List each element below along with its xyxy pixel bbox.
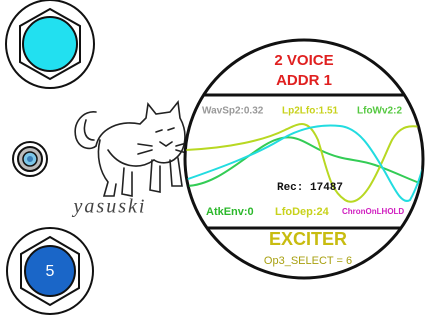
bottom-knob[interactable]: 5 [7, 228, 93, 314]
jack[interactable] [13, 142, 47, 176]
param-top: WavSp2:0.32 [202, 106, 264, 117]
param-top: LfoWv2:2 [357, 106, 402, 117]
logo: yasuski [72, 196, 147, 218]
param-top: Lp2Lfo:1.51 [282, 106, 339, 117]
page: {"knob_bottom": {"label": "5"}, "logo": … [0, 0, 425, 316]
display: 2 VOICE ADDR 1 WavSp2:0.32 Lp2Lfo:1.51 L… [185, 40, 425, 278]
selection-label: Op3_SELECT = 6 [264, 255, 352, 267]
readout: Rec: 17487 [277, 182, 343, 194]
param-bottom: AtkEnv:0 [206, 206, 254, 218]
module-panel: 5 yasuski 2 VOICE ADDR 1 WavSp2:0.32 [0, 0, 425, 316]
address-label: ADDR 1 [276, 72, 332, 89]
top-knob[interactable] [6, 0, 94, 88]
cat-drawing [75, 102, 190, 196]
param-bottom: ChronOnLHOLD [342, 207, 404, 216]
mode-label: EXCITER [269, 229, 347, 249]
voice-label: 2 VOICE [274, 52, 333, 69]
param-bottom: LfoDep:24 [275, 206, 330, 218]
knob-label: 5 [46, 263, 55, 280]
